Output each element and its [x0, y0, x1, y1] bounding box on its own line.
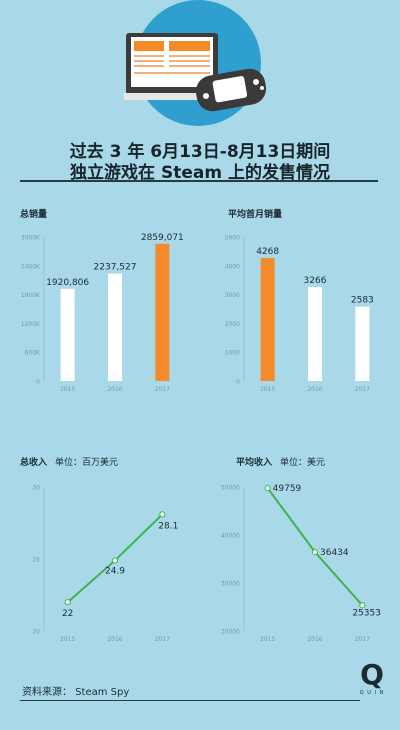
bar: [308, 286, 322, 381]
chart-total-sales: 0 600K 1200K 1800K 2400K 3000K 2015 2016 2017 192…: [21, 233, 184, 393]
x-tick-label: 2016: [307, 636, 322, 643]
y-tick-label: 600K: [25, 350, 41, 357]
source-divider: [20, 700, 360, 701]
point-data-label: 49759: [273, 484, 302, 494]
y-tick-label: 5000: [225, 235, 240, 242]
bar: [108, 273, 122, 381]
point-data-label: 24.9: [105, 566, 125, 576]
chart-avg-revenue-header: 平均收入 单位：美元: [236, 455, 325, 468]
y-tick-label: 0: [36, 379, 40, 386]
y-tick-label: 1800K: [21, 292, 41, 299]
gamepad-icon: [195, 68, 267, 112]
y-tick-label: 1000: [225, 350, 240, 357]
x-tick-label: 2015: [260, 386, 275, 393]
chart-total-revenue-unit: 单位：百万美元: [55, 458, 119, 468]
logo-letter: Q: [360, 658, 384, 691]
chart-avg-revenue: 20000 30000 40000 50000 2015 2016 2017 49759 364…: [221, 484, 381, 643]
bar-data-label: 4268: [256, 247, 279, 257]
y-tick-label: 4000: [225, 263, 240, 270]
logo-caption: Q U I N: [359, 690, 385, 696]
y-tick-label: 25: [32, 557, 40, 564]
data-point: [359, 602, 366, 609]
y-tick-label: 40000: [221, 533, 240, 540]
bar-data-label: 3266: [304, 276, 327, 286]
y-tick-label: 30000: [221, 581, 240, 588]
x-tick-label: 2017: [155, 636, 170, 643]
bar-data-label: 2859,071: [141, 233, 184, 243]
source-note: 资料来源： Steam Spy: [22, 687, 130, 698]
data-point: [159, 511, 166, 518]
headline-line2: 独立游戏在 Steam 上的发售情况: [70, 163, 330, 183]
bar-data-label: 1920,806: [46, 278, 89, 288]
headline-line1: 过去 3 年 6月13日-8月13日期间: [69, 142, 331, 162]
quin-logo: Q Q U I N: [357, 660, 387, 710]
x-tick-label: 2016: [107, 636, 122, 643]
bar: [260, 258, 275, 381]
data-point: [111, 557, 119, 564]
y-tick-label: 2400K: [21, 263, 41, 270]
x-tick-label: 2015: [60, 636, 75, 643]
headline-divider: [20, 180, 378, 182]
x-tick-label: 2015: [60, 386, 75, 393]
x-tick-label: 2016: [307, 386, 322, 393]
point-data-label: 22: [62, 609, 73, 619]
y-tick-label: 3000: [225, 292, 240, 299]
bar: [355, 306, 370, 381]
y-tick-label: 1200K: [21, 321, 41, 328]
data-point: [64, 599, 71, 606]
hero-illustration: [124, 0, 267, 126]
data-point: [311, 549, 319, 556]
x-tick-label: 2017: [155, 386, 170, 393]
chart-avg-first-month-title: 平均首月销量: [228, 210, 283, 220]
bar-data-label: 2237,527: [94, 263, 137, 273]
monitor-base: [124, 93, 220, 100]
point-data-label: 36434: [320, 548, 349, 558]
y-tick-label: 3000K: [21, 235, 41, 242]
y-tick-label: 50000: [221, 485, 240, 492]
x-tick-label: 2016: [107, 386, 122, 393]
bar: [60, 288, 75, 381]
chart-avg-revenue-unit: 单位：美元: [280, 458, 326, 468]
chart-total-revenue-header: 总收入 单位：百万美元: [20, 455, 118, 468]
chart-avg-revenue-title: 平均收入: [236, 458, 273, 468]
chart-total-revenue-title: 总收入: [20, 458, 48, 468]
chart-total-revenue: 20 25 30 2015 2016 2017 22 24.9 28.1: [32, 485, 178, 644]
y-tick-label: 20: [32, 629, 40, 636]
chart-avg-first-month-sales: 0 1000 2000 3000 4000 5000 2015 2016 2017 4268 326…: [225, 235, 374, 394]
y-tick-label: 2000: [225, 321, 240, 328]
chart-total-sales-title: 总销量: [20, 210, 48, 220]
y-tick-label: 20000: [221, 629, 240, 636]
bar: [155, 243, 170, 381]
x-tick-label: 2017: [355, 636, 370, 643]
bar-data-label: 2583: [351, 296, 374, 306]
x-tick-label: 2017: [355, 386, 370, 393]
y-tick-label: 0: [236, 379, 240, 386]
x-tick-label: 2015: [260, 636, 275, 643]
series-line: [266, 487, 364, 606]
point-data-label: 25353: [352, 608, 381, 618]
point-data-label: 28.1: [158, 521, 178, 531]
y-tick-label: 30: [32, 485, 40, 492]
data-point: [264, 485, 271, 492]
